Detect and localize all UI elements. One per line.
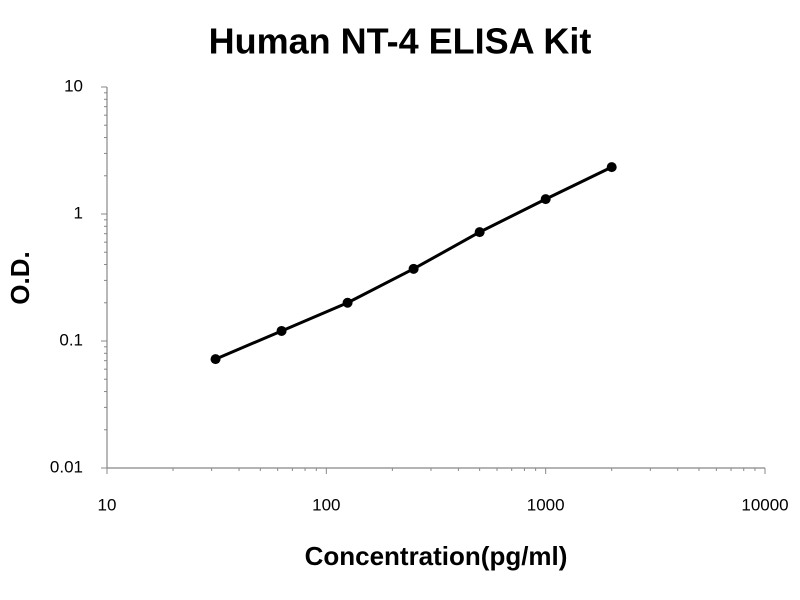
- data-point: [408, 263, 419, 274]
- y-tick-label: 0.01: [50, 457, 83, 476]
- data-point: [276, 325, 287, 336]
- data-point: [606, 162, 617, 173]
- data-point: [210, 354, 221, 365]
- data-point: [474, 227, 485, 238]
- data-point: [342, 297, 353, 308]
- x-tick-label: 1000: [527, 495, 565, 514]
- y-tick-label: 10: [64, 76, 83, 95]
- x-tick-label: 10: [98, 495, 117, 514]
- y-tick-label: 1: [74, 203, 83, 222]
- chart-title: Human NT-4 ELISA Kit: [209, 21, 592, 62]
- data-line: [214, 165, 613, 361]
- y-tick-label: 0.1: [59, 330, 83, 349]
- x-axis-label: Concentration(pg/ml): [305, 541, 568, 571]
- data-point: [540, 194, 551, 205]
- x-tick-label: 10000: [741, 495, 788, 514]
- x-tick-label: 100: [312, 495, 340, 514]
- y-axis-label: O.D.: [5, 251, 35, 304]
